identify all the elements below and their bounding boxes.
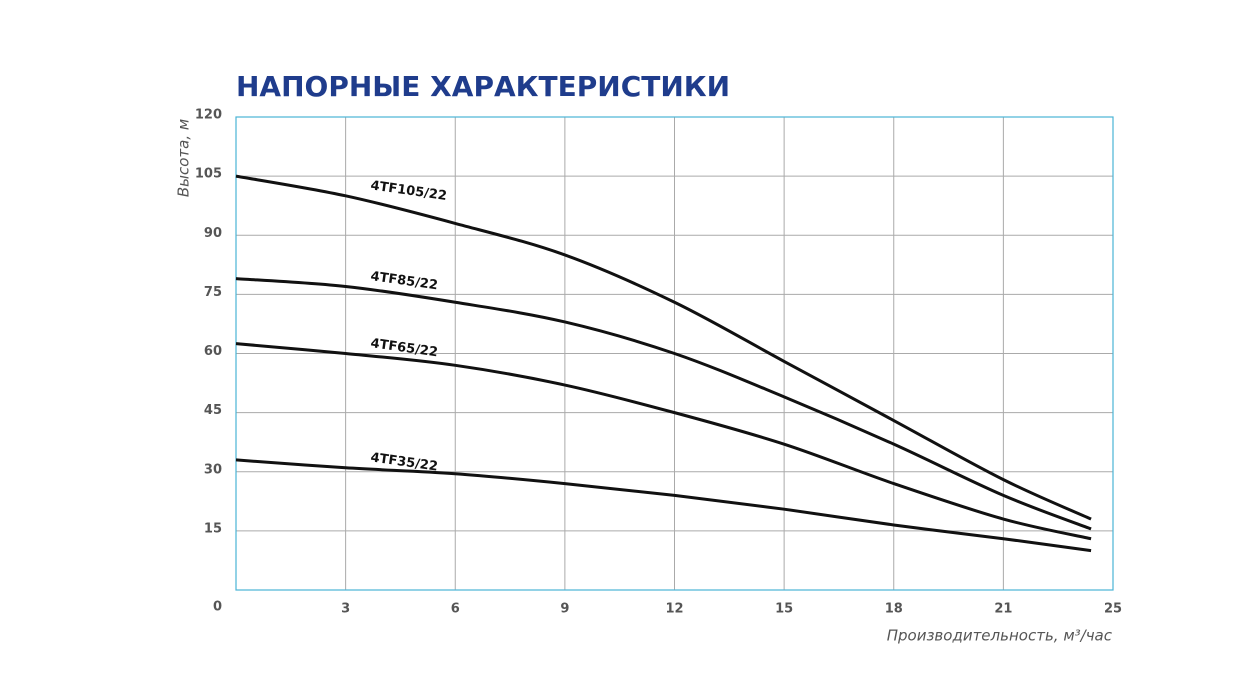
y-tick-label: 75 (204, 285, 222, 300)
x-tick-label: 18 (885, 602, 903, 617)
curve (235, 458, 1092, 553)
x-tick-label: 21 (994, 602, 1012, 617)
y-tick-label: 105 (195, 167, 222, 182)
x-tick-label: 15 (775, 602, 793, 617)
y-axis-title: Высота, м (175, 119, 193, 197)
y-tick-label: 45 (204, 403, 222, 418)
y-tick-label: 0 (213, 600, 222, 615)
plot-frame (235, 116, 1114, 591)
curve (235, 342, 1092, 541)
curve (235, 277, 1092, 531)
x-tick-label: 6 (451, 602, 460, 617)
x-axis-title: Производительность, м³/час (887, 627, 1113, 645)
y-tick-label: 90 (204, 226, 222, 241)
y-tick-label: 120 (195, 108, 222, 123)
y-tick-label: 60 (204, 344, 222, 359)
curve (235, 174, 1092, 521)
y-tick-label: 15 (204, 521, 222, 536)
curve-label: 4TF105/22 (370, 178, 448, 204)
x-tick-label: 3 (341, 602, 350, 617)
y-tick-label: 30 (204, 462, 222, 477)
x-tick-label: 12 (665, 602, 683, 617)
x-tick-label: 9 (560, 602, 569, 617)
chart-title: НАПОРНЫЕ ХАРАКТЕРИСТИКИ (236, 70, 730, 103)
x-tick-label: 25 (1104, 602, 1122, 617)
